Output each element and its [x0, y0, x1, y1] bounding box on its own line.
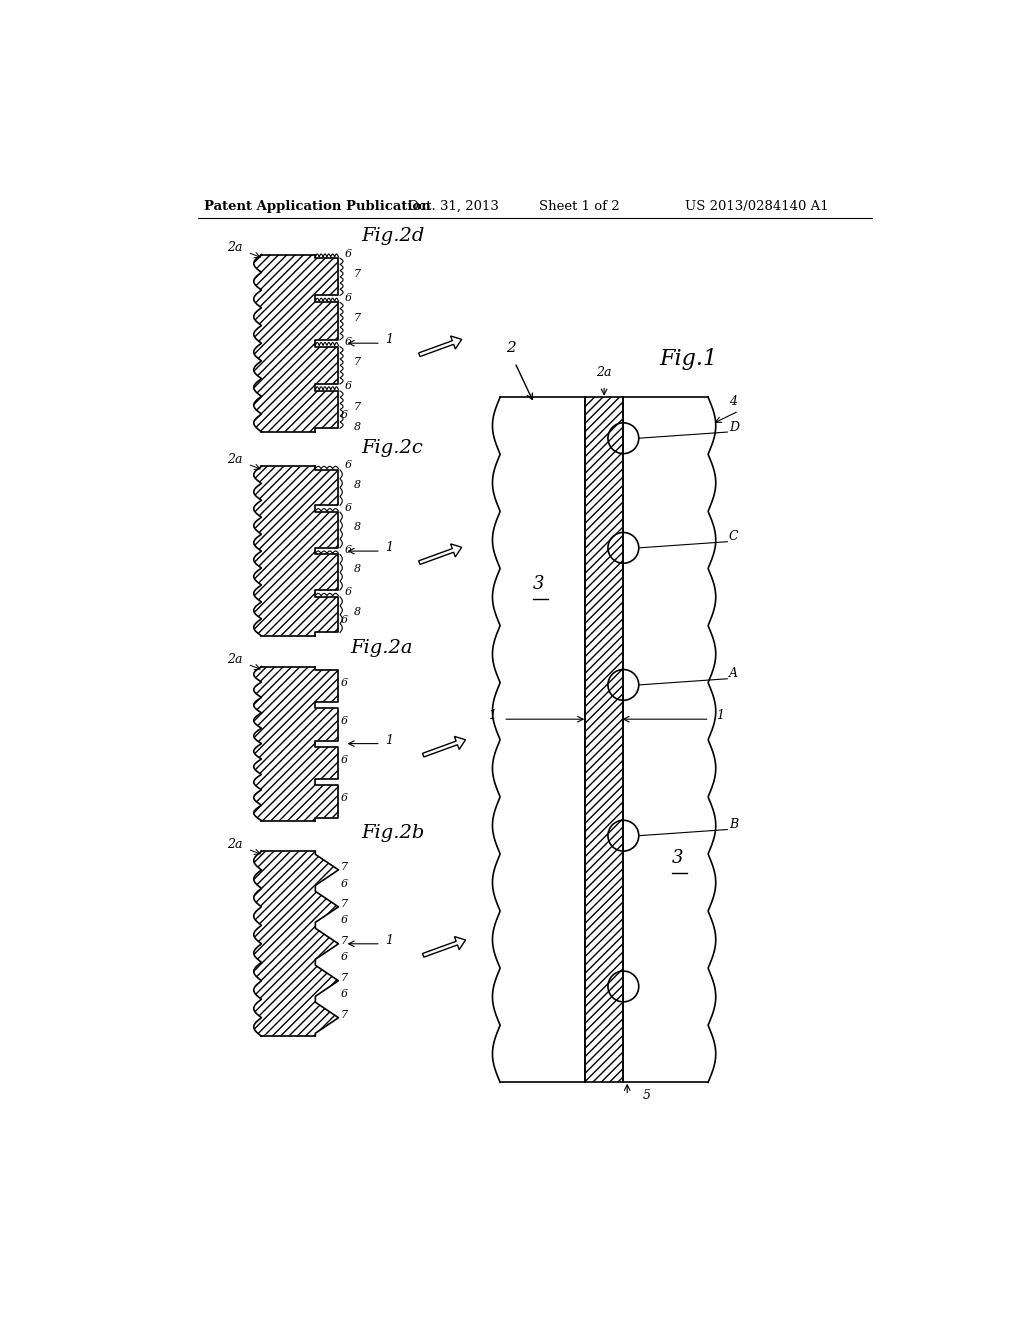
Text: 7: 7 [341, 862, 348, 873]
Text: 6: 6 [341, 615, 348, 626]
Polygon shape [254, 851, 339, 1036]
Text: 2a: 2a [226, 653, 243, 665]
Polygon shape [419, 544, 462, 565]
Polygon shape [254, 667, 339, 821]
Text: 1: 1 [385, 333, 393, 346]
Text: 7: 7 [341, 899, 348, 909]
Text: Fig.2c: Fig.2c [361, 438, 423, 457]
Text: 6: 6 [345, 381, 352, 392]
Text: 8: 8 [354, 421, 361, 432]
Text: 1: 1 [385, 734, 393, 747]
Text: 6: 6 [341, 916, 348, 925]
Text: 1: 1 [385, 933, 393, 946]
Text: 2: 2 [506, 342, 516, 355]
Text: 2a: 2a [226, 240, 243, 253]
Text: 3: 3 [672, 849, 683, 867]
Text: Sheet 1 of 2: Sheet 1 of 2 [539, 199, 620, 213]
Text: 2a: 2a [226, 453, 243, 466]
Text: Patent Application Publication: Patent Application Publication [204, 199, 430, 213]
Text: 6: 6 [345, 248, 352, 259]
Text: 6: 6 [341, 793, 348, 804]
Text: 6: 6 [345, 503, 352, 512]
Polygon shape [254, 466, 339, 636]
Text: Oct. 31, 2013: Oct. 31, 2013 [408, 199, 499, 213]
Text: 6: 6 [345, 545, 352, 554]
Text: 7: 7 [341, 973, 348, 983]
Text: 2a: 2a [226, 838, 243, 850]
Text: 1: 1 [385, 541, 393, 554]
Text: 6: 6 [341, 678, 348, 688]
Text: 5: 5 [642, 1089, 650, 1102]
Text: 7: 7 [341, 936, 348, 946]
Polygon shape [423, 737, 466, 756]
Text: 7: 7 [354, 401, 361, 412]
Text: 8: 8 [354, 521, 361, 532]
Polygon shape [419, 337, 462, 356]
Text: 8: 8 [354, 564, 361, 574]
Text: 7: 7 [354, 269, 361, 279]
Text: 8: 8 [354, 607, 361, 616]
Text: 6: 6 [341, 879, 348, 888]
Text: 1: 1 [716, 709, 724, 722]
Polygon shape [423, 937, 466, 957]
Bar [585, 397, 624, 1082]
Text: 6: 6 [341, 717, 348, 726]
Text: 8: 8 [354, 479, 361, 490]
Text: B: B [729, 818, 738, 832]
Polygon shape [254, 255, 339, 432]
Text: A: A [729, 667, 738, 680]
Text: 6: 6 [345, 293, 352, 302]
Text: 6: 6 [345, 337, 352, 347]
Text: Fig.2d: Fig.2d [361, 227, 425, 244]
Text: 6: 6 [345, 587, 352, 597]
Text: 7: 7 [341, 1010, 348, 1020]
Text: Fig.2b: Fig.2b [361, 824, 425, 842]
Text: 1: 1 [487, 709, 496, 722]
Text: 2a: 2a [596, 366, 612, 379]
Text: 3: 3 [532, 576, 545, 593]
Text: 6: 6 [345, 461, 352, 470]
Text: Fig.1: Fig.1 [659, 347, 718, 370]
Text: 4: 4 [729, 395, 737, 408]
Text: 6: 6 [341, 990, 348, 999]
Text: US 2013/0284140 A1: US 2013/0284140 A1 [685, 199, 828, 213]
Text: D: D [729, 421, 739, 433]
Text: 7: 7 [354, 358, 361, 367]
Text: 6: 6 [341, 755, 348, 764]
Text: 7: 7 [354, 313, 361, 323]
Text: 6: 6 [341, 953, 348, 962]
Text: Fig.2a: Fig.2a [350, 639, 413, 657]
Text: 6: 6 [341, 411, 348, 421]
Text: C: C [729, 531, 738, 543]
